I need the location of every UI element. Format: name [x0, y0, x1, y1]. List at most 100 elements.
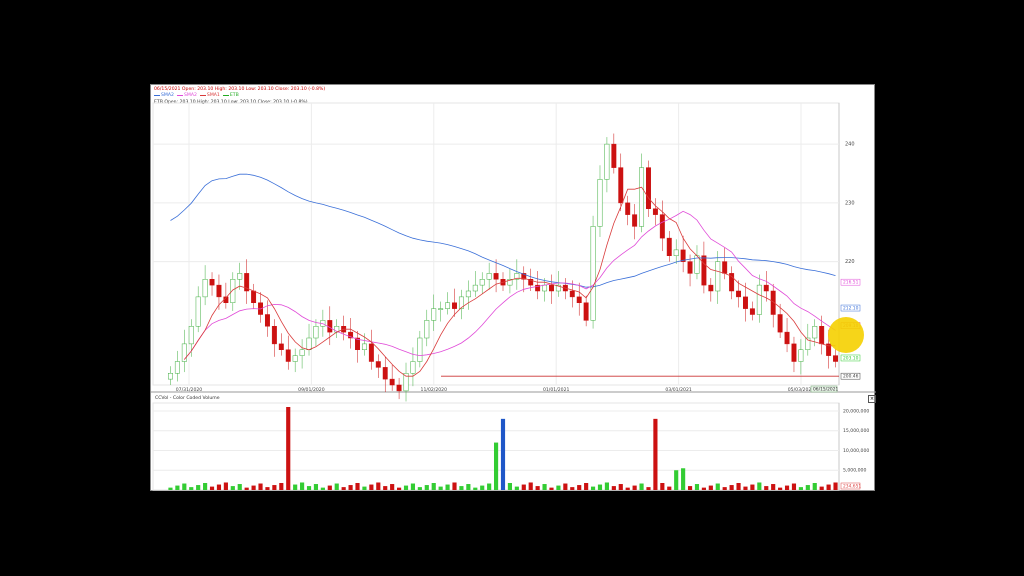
volume-bar [487, 483, 492, 490]
volume-bar [175, 485, 180, 490]
volume-bar [549, 487, 554, 490]
volume-bar [216, 484, 222, 490]
candle-down [209, 279, 215, 286]
volume-bar [327, 485, 332, 490]
sma-mid-line [183, 210, 836, 360]
volume-bar [237, 484, 242, 490]
candle-up [507, 279, 513, 286]
candle-down [659, 214, 665, 239]
legend-swatch [176, 94, 183, 97]
volume-bar [417, 487, 422, 490]
legend-swatch [222, 94, 229, 97]
candle-down [521, 273, 527, 280]
volume-bar [722, 487, 727, 490]
volume-bar [743, 486, 748, 490]
candle-up [403, 373, 409, 392]
x-tick-label: 07/31/2020 [176, 387, 203, 393]
volume-bar [251, 485, 256, 490]
volume-bar [729, 485, 734, 490]
legend-label: SMA1 [206, 93, 220, 98]
volume-bar [348, 485, 353, 490]
candle-down [625, 202, 631, 215]
price-badge [840, 278, 861, 286]
volume-bar [798, 487, 803, 490]
candle-down [652, 208, 658, 215]
x-tick-label: 11/02/2020 [421, 387, 448, 393]
candle-down [632, 214, 638, 227]
volume-bar [445, 484, 450, 490]
volume-bar [736, 483, 741, 490]
x-tick-label: 09/01/2020 [298, 387, 325, 393]
volume-bar [625, 487, 630, 490]
volume-bar [597, 484, 603, 490]
candle-up [202, 279, 208, 298]
candle-down [569, 290, 575, 298]
candle-down [549, 284, 554, 292]
volume-bar [258, 483, 263, 490]
volume-bar [500, 418, 506, 490]
volume-bar [341, 487, 346, 490]
candle-down [251, 290, 257, 303]
candle-down [278, 343, 284, 350]
candle-up [812, 326, 818, 339]
candle-up [410, 361, 416, 374]
candle-up [299, 349, 305, 356]
candle-down [244, 273, 250, 292]
candle-up [472, 284, 478, 292]
candle-up [417, 337, 423, 362]
sma-short-line [183, 186, 836, 377]
candle-down [355, 337, 360, 350]
volume-bar [431, 483, 436, 490]
legend-item: SMA2 [154, 93, 174, 98]
candle-down [452, 302, 457, 309]
volume-tick-label: 5,000,000 [843, 468, 866, 474]
volume-bar [279, 483, 284, 490]
candle-down [729, 273, 735, 292]
volume-bar [826, 484, 831, 490]
volume-bar [480, 485, 485, 490]
volume-bar [300, 482, 305, 490]
chart-canvas[interactable]: 240 230 220 07/31/2020 09/01/2020 11/02/2020 0… [151, 85, 876, 492]
volume-bar [778, 487, 783, 490]
candle-down [528, 279, 534, 286]
volume-bar [493, 442, 499, 490]
volume-bar [528, 482, 533, 490]
volume-bar [293, 484, 298, 490]
price-badge [840, 372, 861, 380]
candle-down [784, 331, 790, 345]
volume-tick-label: 15,000,000 [843, 428, 869, 434]
volume-bar [521, 484, 526, 490]
volume-bar [507, 483, 513, 490]
close-panel-button[interactable]: × [868, 395, 876, 403]
volume-bar [182, 483, 187, 490]
candle-up [306, 337, 312, 350]
candle-up [438, 308, 444, 310]
volume-bar [459, 486, 464, 490]
candle-up [756, 284, 762, 315]
candle-up [486, 273, 492, 280]
volume-bar [209, 486, 215, 490]
volume-bar [362, 486, 367, 490]
candle-down [389, 378, 395, 386]
legend-item: ETB [222, 93, 239, 98]
candle-down [763, 284, 769, 292]
candle-down [382, 367, 388, 380]
volume-bar [646, 487, 651, 490]
volume-bar [196, 485, 201, 490]
candle-down [749, 308, 755, 315]
candle-down [264, 314, 270, 327]
volume-bar [189, 487, 194, 490]
candle-down [646, 167, 651, 209]
volume-bar [473, 487, 478, 490]
volume-bar [286, 407, 291, 490]
candle-up [230, 279, 236, 303]
candle-down [819, 326, 825, 345]
candle-down [583, 302, 589, 321]
volume-bar [791, 483, 797, 490]
volume-bar [452, 482, 457, 490]
legend-swatch [199, 94, 206, 97]
candle-up [805, 337, 811, 350]
candle-up [542, 284, 548, 292]
candle-up [604, 143, 610, 180]
volume-bar [306, 486, 312, 490]
